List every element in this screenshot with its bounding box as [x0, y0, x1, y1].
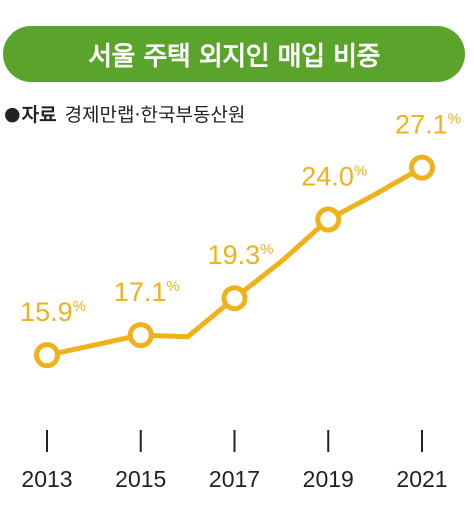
x-tick-label-2015: 2015: [115, 466, 166, 492]
data-label-2019: 24.0%: [301, 162, 367, 192]
x-tick-label-2017: 2017: [209, 466, 260, 492]
x-tick-label-2019: 2019: [303, 466, 354, 492]
x-tick-label-2013: 2013: [21, 466, 72, 492]
data-point-2015: [127, 322, 154, 349]
source-text: 경제만랩·한국부동산원: [64, 104, 246, 126]
data-point-2021: [409, 154, 435, 181]
bullet-icon: ●: [4, 102, 21, 125]
data-label-2017: 19.3%: [208, 240, 274, 270]
data-point-2017: [221, 285, 248, 312]
chart-title: 서울 주택 외지인 매입 비중: [3, 26, 465, 82]
source-label: 자료: [21, 104, 57, 126]
x-tick-label-2021: 2021: [396, 466, 447, 492]
data-point-2013: [34, 342, 60, 369]
source-line: ● 자료 경제만랩·한국부동산원: [4, 100, 245, 127]
data-label-2015: 17.1%: [114, 277, 180, 307]
data-label-2013: 15.9%: [20, 297, 86, 327]
data-label-2021: 27.1%: [395, 110, 461, 140]
data-point-2019: [315, 206, 342, 233]
